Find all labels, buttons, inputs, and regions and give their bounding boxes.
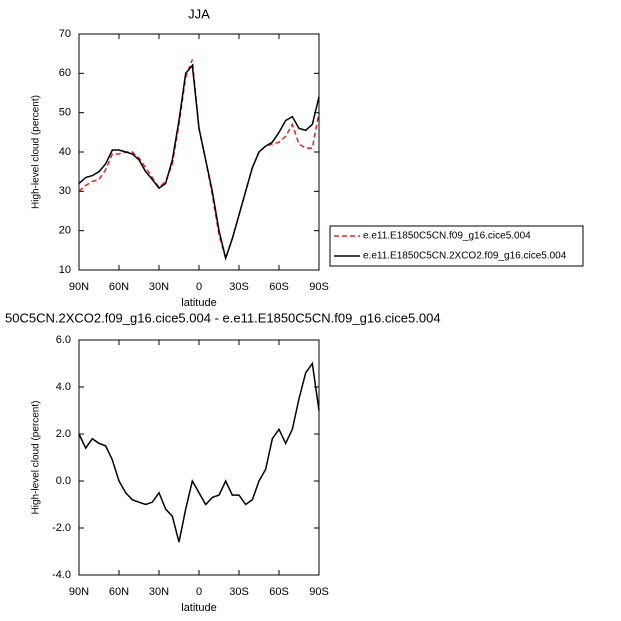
x-tick-label: 30S	[229, 586, 249, 598]
x-tick-label: 90N	[69, 281, 89, 293]
chart-title: JJA	[188, 6, 210, 21]
data-line	[78, 63, 320, 261]
plot-frame	[78, 33, 320, 271]
chart-title: 50C5CN.2XCO2.f09_g16.cice5.004 - e.e11.E…	[5, 310, 441, 325]
x-tick-label: 60N	[109, 586, 129, 598]
y-tick-label: -2.0	[52, 522, 71, 534]
x-tick-label: 90N	[69, 586, 89, 598]
y-axis-label: High-level cloud (percent)	[31, 401, 42, 515]
legend-label: e.e11.E1850C5CN.2XCO2.f09_g16.cice5.004	[363, 251, 567, 262]
y-tick-label: 60	[59, 67, 71, 79]
y-tick-label: 6.0	[56, 334, 71, 346]
x-tick-label: 60N	[109, 281, 129, 293]
y-tick-label: 30	[59, 185, 71, 197]
x-axis-label: latitude	[181, 602, 216, 614]
data-line	[78, 361, 320, 543]
y-axis-label: High-level cloud (percent)	[31, 95, 42, 209]
plot-frame	[78, 339, 320, 576]
x-tick-label: 30N	[149, 586, 169, 598]
y-tick-label: 4.0	[56, 381, 71, 393]
y-tick-label: 50	[59, 107, 71, 119]
y-tick-label: 10	[59, 264, 71, 276]
y-tick-label: 2.0	[56, 428, 71, 440]
x-tick-label: 90S	[309, 281, 329, 293]
legend-box	[329, 225, 584, 267]
y-tick-label: 70	[59, 28, 71, 40]
legend-label: e.e11.E1850C5CN.f09_g16.cice5.004	[363, 231, 531, 242]
x-tick-label: 90S	[309, 586, 329, 598]
x-tick-label: 30S	[229, 281, 249, 293]
y-tick-label: -4.0	[52, 569, 71, 581]
x-tick-label: 60S	[269, 586, 289, 598]
x-tick-label: 0	[196, 586, 202, 598]
x-axis-label: latitude	[181, 297, 216, 309]
y-tick-label: 0.0	[56, 475, 71, 487]
y-tick-label: 20	[59, 225, 71, 237]
x-tick-label: 60S	[269, 281, 289, 293]
x-tick-label: 0	[196, 281, 202, 293]
y-tick-label: 40	[59, 146, 71, 158]
x-tick-label: 30N	[149, 281, 169, 293]
data-line	[78, 59, 320, 261]
